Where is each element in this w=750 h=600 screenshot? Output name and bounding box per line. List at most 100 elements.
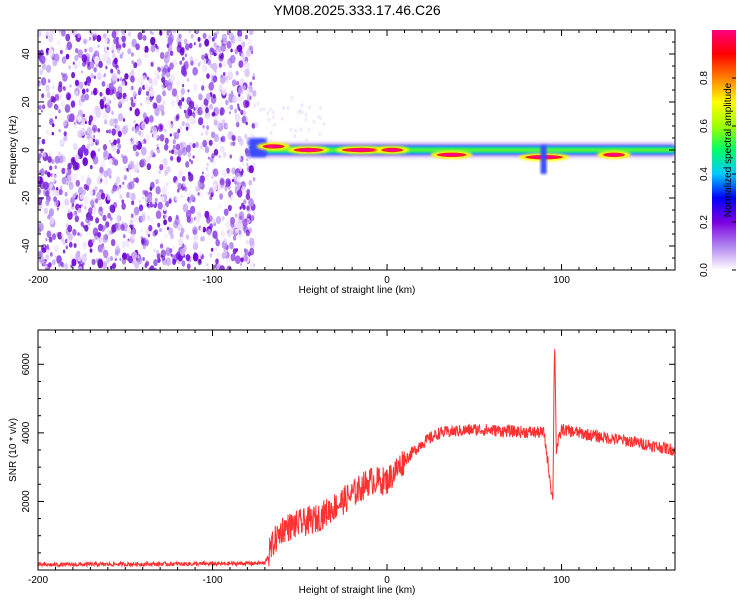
noise-speck	[290, 95, 294, 100]
noise-speck	[180, 88, 185, 95]
noise-speck	[133, 206, 140, 216]
noise-speck	[198, 190, 203, 198]
noise-speck	[223, 238, 227, 244]
noise-speck	[168, 215, 172, 223]
snr-y-ticks: 2000 4000 6000	[21, 346, 675, 554]
noise-speck	[46, 249, 50, 254]
noise-speck	[126, 167, 129, 172]
noise-speck	[199, 175, 205, 184]
noise-speck	[40, 77, 47, 86]
noise-speck	[210, 247, 214, 252]
noise-speck	[134, 108, 140, 117]
noise-speck	[213, 45, 219, 54]
snr-series-line	[38, 349, 675, 569]
noise-speck	[212, 264, 216, 270]
noise-speck	[43, 207, 49, 215]
noise-speck	[86, 88, 89, 93]
noise-speck	[114, 124, 117, 129]
signal-peak-core	[266, 145, 281, 148]
noise-speck	[155, 210, 162, 220]
noise-speck	[111, 128, 116, 136]
noise-speck	[165, 71, 171, 78]
noise-speck	[219, 141, 222, 145]
noise-speck	[142, 46, 146, 51]
noise-speck	[132, 214, 138, 223]
noise-speck	[117, 143, 122, 150]
noise-speck	[157, 201, 163, 210]
noise-speck	[211, 75, 217, 84]
noise-speck	[165, 257, 172, 267]
noise-speck	[232, 179, 234, 182]
noise-speck	[130, 86, 133, 91]
noise-speck	[116, 148, 120, 155]
noise-speck	[218, 53, 224, 62]
noise-speck	[92, 116, 97, 123]
noise-speck	[159, 104, 165, 112]
noise-speck	[149, 217, 154, 224]
noise-speck	[142, 112, 147, 119]
noise-speck	[56, 187, 59, 191]
noise-speck	[189, 56, 193, 62]
noise-speck	[240, 109, 244, 115]
noise-speck	[81, 203, 84, 207]
noise-speck	[63, 120, 67, 127]
noise-speck	[93, 67, 97, 73]
y-tick-label: 40	[21, 48, 32, 60]
noise-speck	[307, 127, 311, 132]
noise-speck	[84, 224, 89, 232]
noise-speck	[174, 131, 180, 140]
noise-speck	[129, 106, 133, 111]
noise-speck	[160, 195, 165, 203]
noise-speck	[187, 171, 191, 177]
x-tick-label: 0	[384, 275, 390, 286]
noise-speck	[74, 215, 80, 223]
noise-speck	[142, 244, 146, 250]
noise-speck	[133, 119, 136, 124]
noise-speck	[39, 180, 46, 190]
noise-speck	[212, 94, 216, 99]
y-tick-label: 6000	[21, 353, 32, 376]
noise-speck	[197, 62, 201, 67]
noise-speck	[226, 167, 230, 174]
noise-speck	[197, 258, 202, 266]
noise-speck	[138, 199, 142, 204]
noise-speck	[238, 86, 244, 95]
noise-speck	[160, 249, 166, 258]
noise-speck	[229, 154, 233, 159]
noise-speck	[153, 259, 158, 267]
noise-speck	[188, 190, 193, 196]
noise-speck	[105, 256, 110, 264]
noise-speck	[219, 265, 225, 270]
noise-speck	[97, 72, 103, 80]
noise-speck	[82, 241, 88, 249]
noise-speck	[61, 176, 67, 185]
noise-speck	[184, 109, 191, 119]
noise-speck	[221, 216, 225, 221]
noise-speck	[136, 162, 140, 167]
noise-speck	[247, 37, 252, 45]
noise-speck	[90, 73, 94, 79]
noise-speck	[63, 131, 67, 137]
noise-speck	[140, 146, 147, 156]
colorbar-ticks: 0.0 0.2 0.4 0.6 0.8	[699, 71, 736, 277]
y-tick-label: 2000	[21, 490, 32, 513]
noise-speck	[175, 143, 181, 151]
y-tick-label: 4000	[21, 421, 32, 444]
noise-speck	[116, 47, 121, 54]
noise-speck	[246, 162, 249, 167]
noise-speck	[149, 89, 155, 97]
noise-speck	[189, 115, 195, 125]
spectrogram-x-ticks: -200 -100 0 100	[28, 30, 667, 286]
noise-speck	[110, 239, 116, 247]
noise-speck	[61, 72, 63, 76]
noise-speck	[142, 141, 145, 145]
noise-speck	[51, 189, 56, 197]
noise-speck	[126, 226, 132, 234]
noise-speck	[135, 177, 139, 184]
noise-speck	[54, 244, 59, 253]
noise-speck	[172, 30, 177, 34]
noise-speck	[45, 265, 48, 269]
noise-speck	[190, 160, 194, 165]
noise-speck	[182, 83, 185, 88]
